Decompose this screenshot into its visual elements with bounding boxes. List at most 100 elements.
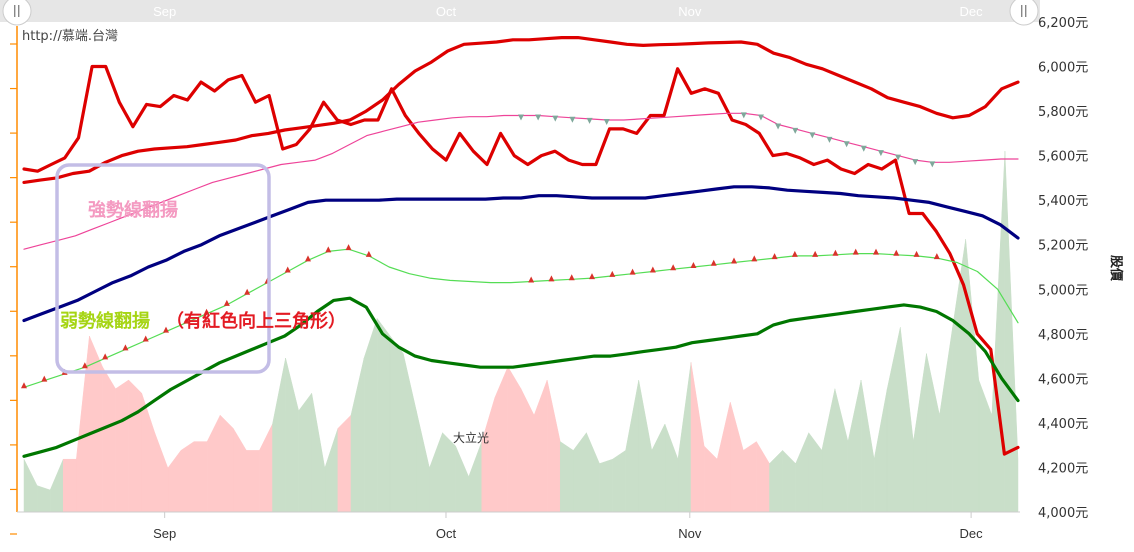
up-triangle-marker (812, 250, 819, 257)
volume-segment (847, 379, 862, 513)
up-triangle-marker (710, 259, 717, 266)
down-triangle-marker (929, 161, 936, 168)
volume-segment (154, 432, 169, 513)
volume-segment (128, 379, 142, 513)
volume-segment (743, 441, 757, 513)
x-month-label: Dec (960, 526, 984, 541)
up-triangle-marker (771, 253, 778, 260)
up-triangle-marker (568, 274, 575, 281)
volume-segment (651, 423, 666, 513)
navigator-month-labels: Sep Oct Nov Dec (153, 4, 983, 19)
up-triangle-marker (81, 362, 88, 369)
up-triangle-marker (122, 344, 129, 351)
volume-segment (429, 432, 443, 513)
volume-segment (900, 327, 914, 513)
y-tick-label: 4,000元 (1038, 506, 1088, 521)
series-line-upper (22, 35, 1020, 184)
up-triangle-marker (365, 250, 372, 257)
volume-segment (507, 365, 522, 513)
up-triangle-marker (913, 250, 920, 257)
volume-segment (219, 414, 234, 513)
down-triangle-marker (757, 114, 764, 121)
up-triangle-marker (345, 244, 352, 251)
volume-segment (350, 357, 365, 513)
volume-segment (756, 440, 770, 513)
navigator-month-label: Nov (678, 4, 702, 19)
navigator-left-handle[interactable] (2, 0, 32, 26)
y-tick-label: 4,200元 (1038, 461, 1088, 476)
volume-segment (180, 441, 195, 513)
y-axis-label: 股價 (1108, 255, 1124, 282)
down-triangle-marker (603, 119, 610, 125)
volume-segment (363, 318, 378, 513)
down-triangle-marker (877, 150, 884, 157)
volume-segment (769, 449, 783, 513)
down-triangle-marker (912, 159, 919, 166)
down-triangle-marker (535, 114, 542, 121)
volume-segment (834, 388, 849, 513)
volume-segment (193, 441, 208, 513)
up-triangle-marker (41, 375, 48, 382)
series-line-mid (22, 185, 1020, 323)
volume-segment (939, 327, 953, 513)
navigator-right-handle[interactable] (1009, 0, 1039, 26)
volume-segment (821, 388, 836, 513)
volume-segment (886, 327, 901, 513)
up-triangle-marker (528, 276, 535, 283)
up-triangle-marker (102, 353, 109, 360)
down-triangle-marker (740, 112, 747, 119)
volume-segment (246, 450, 260, 513)
y-tick-label: 4,400元 (1038, 417, 1088, 432)
y-tick-label: 5,600元 (1038, 150, 1088, 165)
up-triangle-marker (873, 248, 879, 255)
down-triangle-marker (860, 145, 867, 152)
navigator-bar[interactable] (0, 0, 1040, 22)
volume-segment (49, 459, 64, 513)
volume-segment (703, 445, 718, 513)
y-tick-label: 4,800元 (1038, 328, 1088, 343)
volume-segment (873, 388, 888, 513)
down-triangle-marker (775, 123, 782, 130)
y-tick-label: 4,600元 (1038, 372, 1088, 387)
x-month-label: Nov (678, 526, 702, 541)
volume-segment (716, 401, 731, 513)
up-triangle-marker (731, 257, 737, 264)
volume-segment (468, 441, 483, 513)
up-triangle-marker (163, 326, 169, 333)
down-triangle-marker (809, 132, 816, 139)
volume-segment (1004, 151, 1019, 513)
up-triangle-marker (284, 266, 291, 273)
up-triangle-marker (142, 335, 149, 342)
volume-segment (337, 414, 352, 513)
weak-line-label: 弱勢線翻揚 (60, 310, 150, 332)
down-triangle-marker (552, 115, 559, 122)
up-triangle-marker (223, 299, 230, 306)
strong-line-label: 強勢線翻揚 (88, 199, 178, 221)
volume-segment (167, 449, 182, 513)
y-tick-label: 6,000元 (1038, 61, 1088, 76)
volume-segment (115, 379, 129, 513)
volume-segment (782, 449, 796, 513)
volume-segment (612, 449, 626, 513)
volume-segment (795, 432, 809, 513)
volume-segment (62, 458, 77, 513)
up-triangle-marker (183, 317, 190, 324)
volume-segment (285, 357, 299, 513)
volume-segment (233, 427, 247, 513)
navigator-month-label: Oct (436, 4, 457, 19)
source-text: http://慕端.台灣 (22, 29, 118, 44)
y-tick-label: 5,800元 (1038, 105, 1088, 120)
volume-segment (259, 423, 273, 513)
down-triangle-marker (826, 136, 833, 143)
y-axis-tick-labels: 6,200元 6,000元 5,800元 5,600元 5,400元 5,200元 5,00… (1038, 16, 1088, 521)
down-triangle-marker (518, 114, 524, 121)
up-triangle-marker (649, 266, 656, 273)
weak-line-note: （有紅色向上三角形） (166, 310, 346, 332)
up-triangle-marker (325, 246, 332, 253)
volume-segment (573, 432, 587, 513)
volume-segment (546, 379, 561, 513)
navigator-month-label: Sep (153, 4, 176, 19)
stock-name-label: 大立光 (453, 430, 489, 445)
volume-segment (455, 445, 469, 513)
series-line-weak_lightgreen (23, 248, 1019, 388)
